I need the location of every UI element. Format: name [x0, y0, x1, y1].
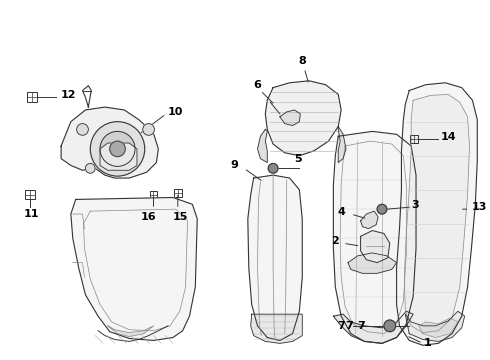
Circle shape: [85, 163, 95, 173]
Circle shape: [143, 123, 154, 135]
Text: 5: 5: [294, 154, 302, 163]
Circle shape: [76, 123, 88, 135]
Text: 13: 13: [471, 202, 487, 212]
Polygon shape: [348, 253, 396, 273]
Text: 4: 4: [337, 207, 345, 217]
Circle shape: [377, 204, 387, 214]
Polygon shape: [108, 326, 153, 337]
Text: 10: 10: [168, 107, 183, 117]
Polygon shape: [61, 107, 158, 178]
Polygon shape: [248, 175, 302, 341]
Text: 15: 15: [173, 212, 188, 222]
Text: 11: 11: [24, 209, 40, 219]
Text: 12: 12: [61, 90, 76, 100]
Polygon shape: [338, 126, 346, 162]
Polygon shape: [361, 230, 390, 263]
Text: 16: 16: [141, 212, 156, 222]
Circle shape: [90, 122, 145, 176]
Text: 2: 2: [331, 236, 339, 246]
Circle shape: [110, 141, 125, 157]
Text: 3: 3: [411, 200, 419, 210]
Polygon shape: [71, 198, 197, 341]
Polygon shape: [404, 94, 469, 333]
Circle shape: [268, 163, 278, 173]
Polygon shape: [258, 130, 267, 162]
Text: 9: 9: [230, 161, 238, 170]
Text: 7: 7: [358, 321, 366, 331]
Polygon shape: [251, 314, 302, 343]
Polygon shape: [333, 131, 416, 343]
Text: 7: 7: [337, 321, 345, 331]
Text: 6: 6: [254, 80, 262, 90]
Circle shape: [384, 320, 395, 332]
Polygon shape: [361, 211, 378, 229]
Polygon shape: [280, 110, 300, 126]
Polygon shape: [333, 311, 413, 343]
Text: 14: 14: [441, 132, 456, 142]
Polygon shape: [100, 143, 137, 170]
Text: 8: 8: [298, 57, 306, 66]
Polygon shape: [405, 311, 465, 341]
Polygon shape: [419, 318, 458, 338]
Text: 1: 1: [424, 338, 432, 348]
Polygon shape: [265, 81, 341, 156]
Polygon shape: [396, 83, 477, 345]
Circle shape: [100, 131, 135, 166]
Text: 7: 7: [345, 321, 353, 331]
